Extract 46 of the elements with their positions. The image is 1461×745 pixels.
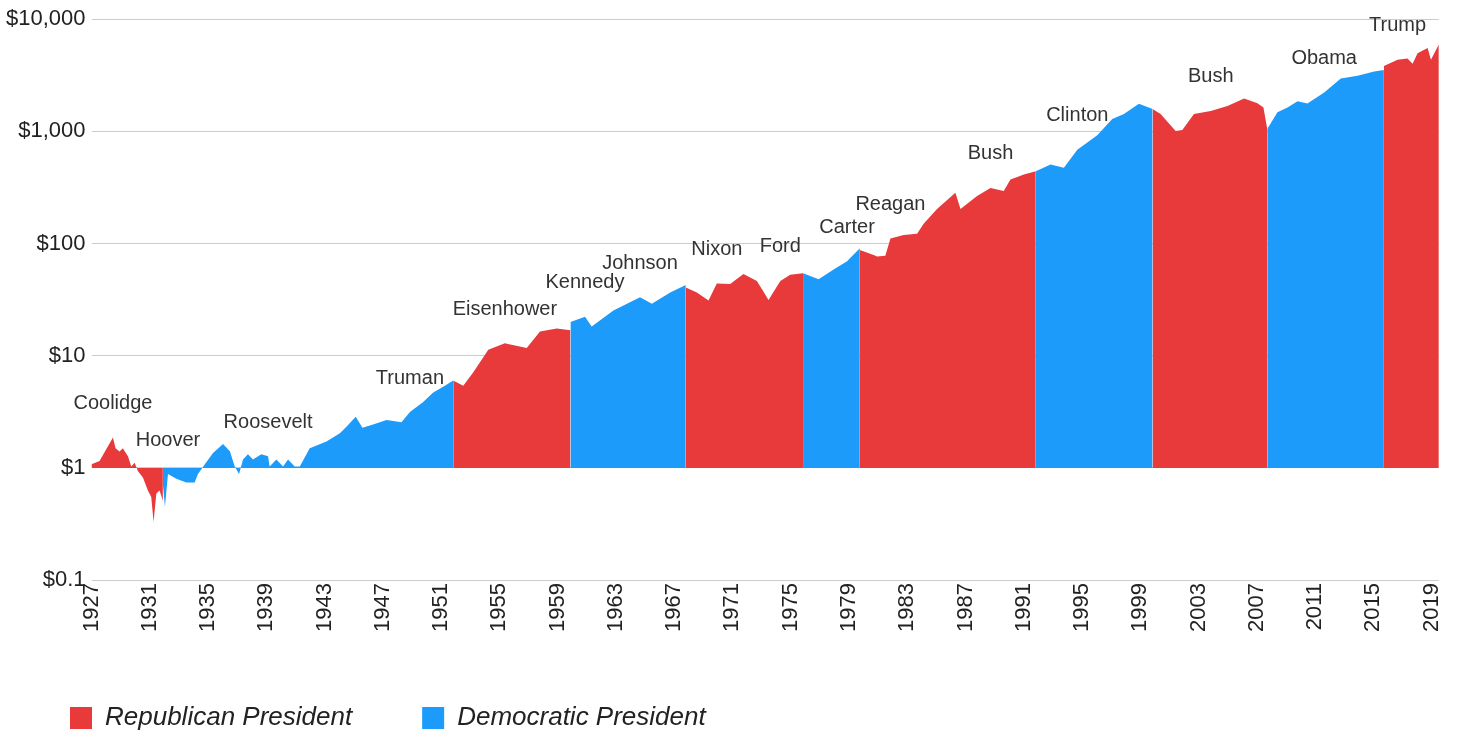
x-tick-label: 1963 [601, 583, 627, 633]
annotation: Johnson [602, 250, 678, 273]
x-tick-label: 1955 [485, 583, 511, 633]
x-tick-label: 1983 [893, 583, 919, 633]
annotation: Hoover [135, 427, 201, 450]
x-tick-label: 1975 [776, 583, 802, 633]
y-tick-label: $10,000 [5, 5, 86, 31]
annotation: Coolidge [73, 390, 153, 413]
x-tick-label: 1991 [1009, 583, 1035, 633]
y-tick-label: $1 [61, 453, 86, 479]
annotation: Ford [759, 234, 801, 257]
annotation: Truman [375, 365, 445, 388]
annotation: Obama [1291, 46, 1358, 69]
y-tick-label: $100 [36, 229, 86, 255]
x-tick-label: 1931 [135, 583, 161, 633]
annotation: Reagan [855, 191, 926, 214]
annotation: Bush [967, 141, 1014, 164]
annotation: Eisenhower [452, 296, 558, 319]
x-tick-label: 2003 [1184, 583, 1210, 633]
x-tick-label: 2011 [1301, 583, 1327, 631]
annotation: Nixon [691, 237, 743, 260]
annotation: Kennedy [545, 270, 625, 293]
annotation: Roosevelt [223, 409, 313, 432]
annotation: Clinton [1046, 103, 1109, 126]
x-tick-label: 1935 [194, 583, 220, 633]
x-tick-label: 1947 [368, 583, 394, 633]
x-tick-label: 1987 [951, 583, 977, 633]
legend-label: Republican President [105, 701, 354, 732]
x-tick-label: 1951 [427, 583, 453, 633]
annotation: Carter [819, 214, 876, 237]
y-tick-label: $10 [48, 341, 86, 367]
x-tick-label: 1943 [310, 583, 336, 633]
x-tick-label: 1939 [252, 583, 278, 633]
x-tick-label: 2007 [1242, 583, 1268, 633]
x-tick-label: 1995 [1068, 583, 1094, 633]
y-tick-label: $1,000 [18, 117, 86, 143]
annotation: Trump [1369, 13, 1427, 36]
x-tick-label: 1999 [1126, 583, 1152, 633]
x-tick-label: 1971 [718, 583, 744, 633]
x-tick-label: 1979 [834, 583, 860, 633]
annotation: Bush [1187, 64, 1234, 87]
x-tick-label: 1959 [543, 583, 569, 633]
x-tick-label: 2015 [1359, 583, 1385, 633]
x-tick-label: 2019 [1417, 583, 1443, 633]
legend-label: Democratic President [457, 701, 708, 732]
x-tick-label: 1967 [660, 583, 686, 633]
